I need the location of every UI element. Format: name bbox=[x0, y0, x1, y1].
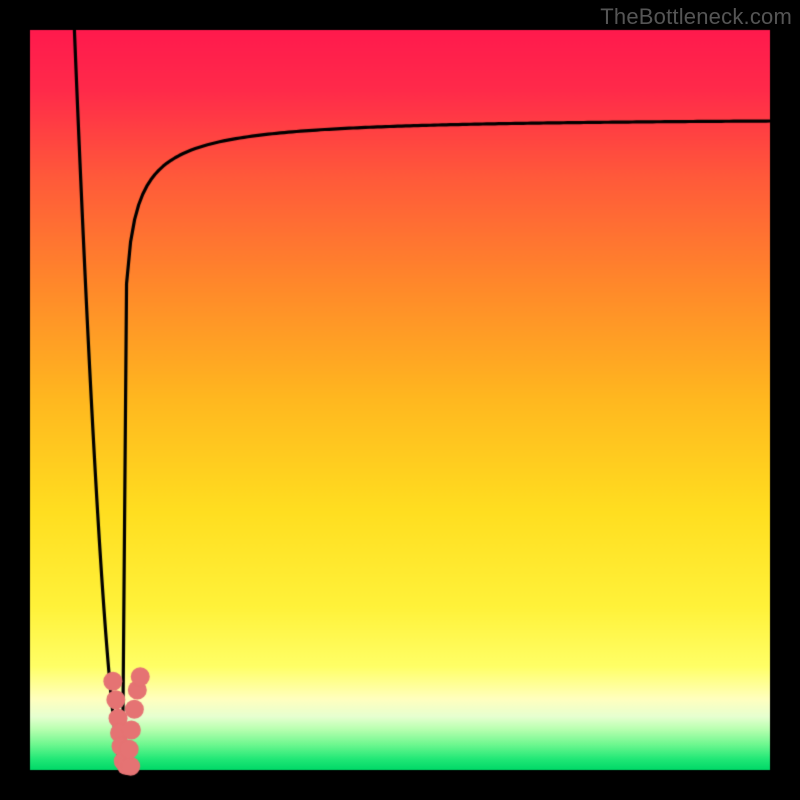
chart-stage: TheBottleneck.com bbox=[0, 0, 800, 800]
bottleneck-chart-canvas bbox=[0, 0, 800, 800]
